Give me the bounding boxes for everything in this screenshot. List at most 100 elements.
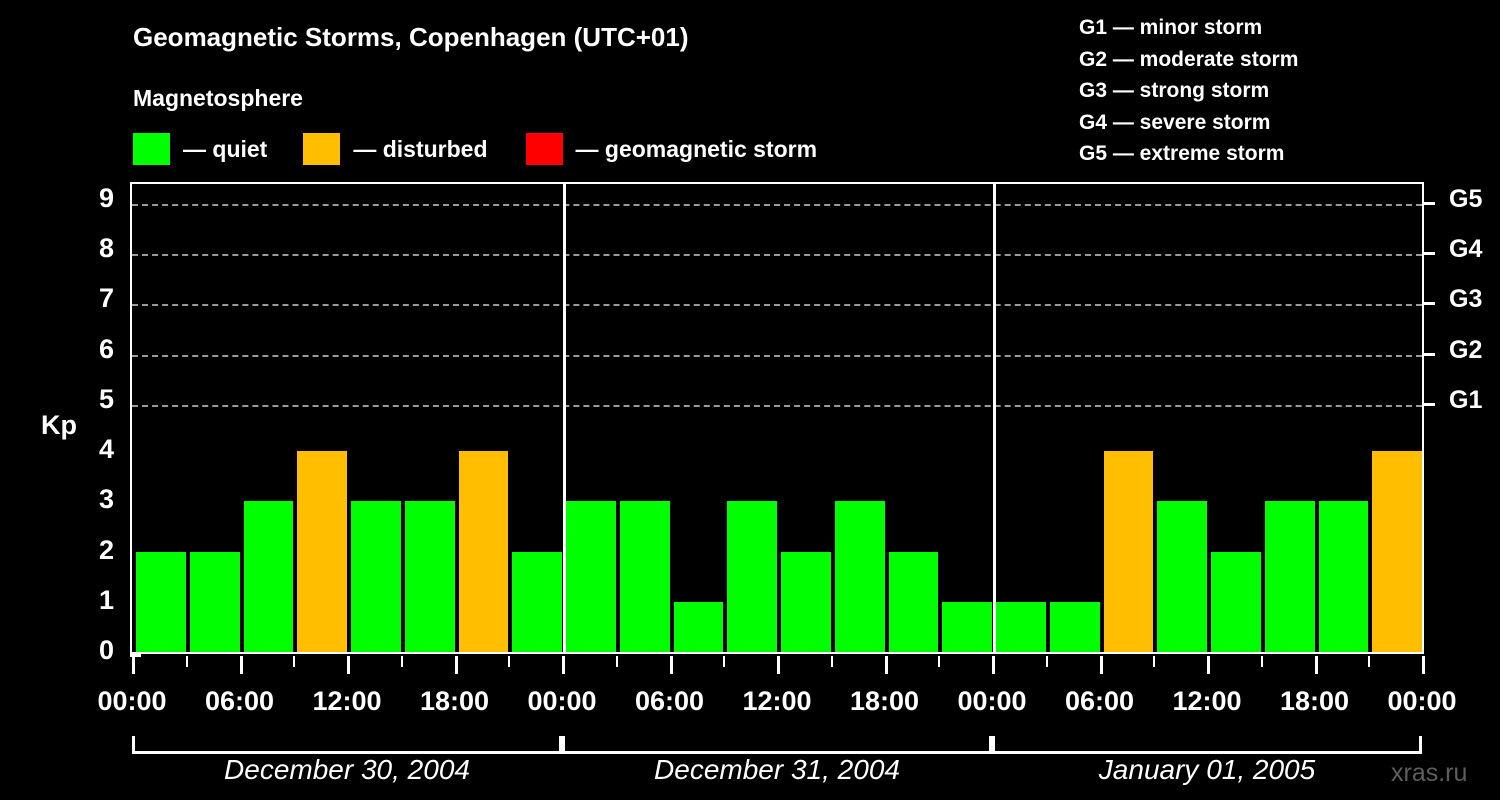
- y-tick-label-6: 6: [98, 333, 114, 364]
- g-scale-item-1: G1 — minor storm: [1079, 16, 1263, 39]
- day-separator-2: [992, 184, 996, 652]
- watermark: xras.ru: [1391, 759, 1468, 787]
- day-label-1: December 30, 2004: [224, 754, 470, 785]
- bar[interactable]: [136, 551, 186, 652]
- x-tick-minor-21h: [508, 656, 511, 667]
- x-tick-label-10: 12:00: [1172, 686, 1242, 716]
- day-separator-1: [562, 184, 566, 652]
- y-tick-label-9: 9: [98, 183, 114, 213]
- gridline-kp-5: [132, 404, 1422, 407]
- g-tick-label-G2: G2: [1449, 335, 1483, 364]
- g-scale-item-3: G3 — strong storm: [1079, 79, 1270, 102]
- y-tick-label-5: 5: [98, 383, 114, 414]
- x-tick-minor-69h: [1368, 656, 1371, 667]
- bar[interactable]: [1372, 451, 1422, 652]
- bar[interactable]: [458, 451, 509, 652]
- g-scale-item-2: G2 — moderate storm: [1079, 47, 1299, 71]
- x-tick-minor-3h: [185, 656, 188, 667]
- g-tick-label-G5: G5: [1449, 185, 1483, 213]
- bar[interactable]: [727, 501, 777, 652]
- g-tick-mark-G3: [1424, 302, 1435, 306]
- legend-item-disturbed[interactable]: — disturbed: [303, 133, 488, 165]
- day-bracket-3: [992, 736, 1422, 754]
- legend-label: — disturbed: [353, 135, 488, 162]
- legend-label: — geomagnetic storm: [575, 135, 818, 162]
- gridline-kp-7: [132, 304, 1422, 307]
- x-tick-36h: [777, 656, 780, 674]
- x-tick-60h: [1207, 656, 1210, 674]
- x-tick-30h: [669, 656, 673, 674]
- bar[interactable]: [888, 551, 939, 652]
- x-tick-18h: [454, 656, 458, 674]
- x-tick-24h: [562, 656, 565, 674]
- bar[interactable]: [1264, 501, 1315, 652]
- legend-swatch-quiet-icon: [133, 133, 170, 165]
- bar[interactable]: [566, 501, 616, 652]
- y-axis-tick-labels: 0 1 2 3 4 5 6 7 8 9: [88, 182, 114, 665]
- x-tick-label-8: 00:00: [957, 686, 1027, 716]
- bar[interactable]: [619, 501, 670, 652]
- x-tick-minor-51h: [1045, 656, 1048, 667]
- y-tick-label-7: 7: [98, 283, 114, 314]
- g-scale-item-4: G4 — severe storm: [1079, 110, 1271, 134]
- bar[interactable]: [297, 451, 347, 652]
- x-tick-42h: [884, 656, 888, 674]
- legend-label: — quiet: [183, 135, 268, 162]
- bar[interactable]: [1157, 501, 1207, 652]
- day-bracket-2: [562, 736, 992, 754]
- bar[interactable]: [834, 501, 885, 652]
- x-tick-minor-63h: [1260, 656, 1263, 667]
- x-tick-label-0: 00:00: [97, 686, 167, 716]
- bar[interactable]: [781, 551, 831, 652]
- bar[interactable]: [243, 501, 294, 652]
- y-tick-label-0: 0: [98, 635, 114, 665]
- g-scale-item-5: G5 — extreme storm: [1079, 142, 1285, 165]
- bar[interactable]: [351, 501, 401, 652]
- bar[interactable]: [189, 551, 240, 652]
- y-tick-mark-0: [130, 654, 141, 657]
- bar[interactable]: [1211, 551, 1261, 652]
- legend-item-quiet[interactable]: — quiet: [133, 133, 267, 165]
- g-tick-label-G1: G1: [1449, 385, 1483, 414]
- bar[interactable]: [673, 601, 724, 652]
- x-tick-minor-39h: [830, 656, 833, 667]
- gridline-kp-8: [132, 254, 1422, 257]
- bar[interactable]: [996, 601, 1046, 652]
- x-tick-54h: [1099, 656, 1103, 674]
- y-tick-label-1: 1: [98, 584, 114, 615]
- page-title: Geomagnetic Storms, Copenhagen (UTC+01): [133, 22, 689, 52]
- color-legend: — quiet — disturbed — geomagnetic storm: [133, 133, 817, 165]
- gridline-kp-9: [132, 204, 1422, 206]
- bar[interactable]: [1103, 451, 1154, 652]
- x-tick-12h: [347, 656, 350, 674]
- x-tick-label-5: 06:00: [634, 686, 705, 716]
- x-tick-minor-27h: [615, 656, 618, 667]
- g-scale-legend: G1 — minor storm G2 — moderate storm G3 — …: [1079, 12, 1298, 170]
- x-tick-48h: [992, 656, 995, 674]
- y-tick-label-2: 2: [98, 534, 114, 565]
- bar[interactable]: [1318, 501, 1369, 652]
- legend-swatch-disturbed-icon: [303, 133, 341, 165]
- g-tick-label-G4: G4: [1449, 235, 1483, 264]
- bar[interactable]: [404, 501, 455, 652]
- chart-plot-area: [130, 182, 1424, 654]
- g-tick-label-G3: G3: [1449, 285, 1483, 314]
- x-tick-label-2: 12:00: [312, 686, 382, 716]
- x-tick-6h: [239, 656, 243, 674]
- x-tick-label-1: 06:00: [204, 686, 275, 716]
- x-tick-label-3: 18:00: [419, 686, 490, 716]
- g-tick-mark-G4: [1424, 252, 1435, 256]
- bar-series: [132, 184, 1422, 652]
- x-tick-minor-9h: [293, 656, 296, 667]
- day-bracket-1: [132, 736, 562, 754]
- y-axis-title: Kp: [41, 410, 77, 440]
- x-tick-72h: [1422, 656, 1425, 674]
- bar[interactable]: [942, 601, 992, 652]
- day-label-2: December 31, 2004: [654, 754, 900, 785]
- chart-subtitle: Magnetosphere: [133, 85, 303, 111]
- legend-item-geomagnetic-storm[interactable]: — geomagnetic storm: [525, 133, 818, 165]
- day-label-3: January 01, 2005: [1098, 754, 1316, 785]
- x-tick-minor-33h: [723, 656, 726, 667]
- bar[interactable]: [512, 551, 562, 652]
- bar[interactable]: [1049, 601, 1100, 652]
